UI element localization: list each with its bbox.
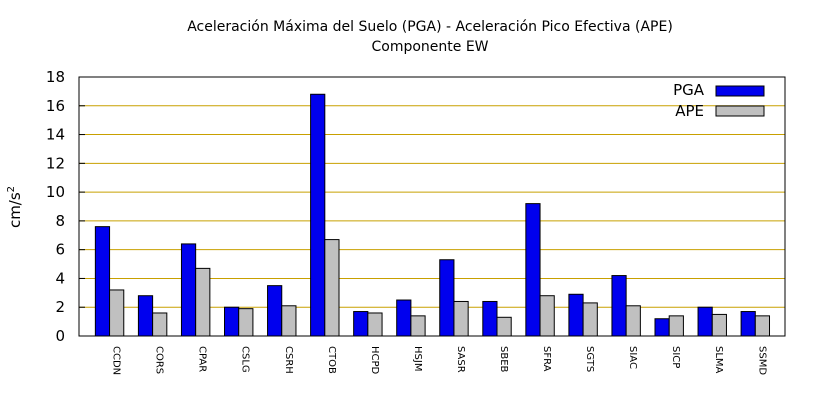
y-tick-label: 6: [55, 241, 65, 259]
x-tick-label: CPAR: [197, 346, 208, 372]
y-tick-label: 16: [46, 97, 65, 115]
bar-pga-sfra: [525, 203, 541, 337]
bar-ape-siac: [625, 305, 641, 337]
bar-ape-cslg: [238, 308, 254, 337]
y-tick-labels: 0 2 4 6 8 10 12 14 16 18: [46, 68, 65, 345]
x-tick-label: CTOB: [326, 346, 337, 374]
bar-pga-sicp: [654, 318, 670, 337]
plot-frame: [78, 76, 786, 337]
y-tick-label: 2: [55, 298, 65, 316]
y-tick-label: 0: [55, 327, 65, 345]
chart-title-line1: Aceleración Máxima del Suelo (PGA) - Ace…: [187, 19, 673, 35]
y-tick-label: 18: [46, 68, 65, 86]
axes: [78, 76, 786, 337]
x-tick-label: HSJM: [412, 346, 423, 371]
bar-pga-hsjm: [396, 299, 412, 337]
y-tick-label: 12: [46, 154, 65, 172]
x-tick-label: SGTS: [584, 346, 595, 372]
x-tick-label: CORS: [154, 346, 165, 374]
bar-ape-ssmd: [754, 315, 771, 337]
legend: PGA APE: [673, 81, 765, 120]
bar-ape-slma: [711, 313, 727, 337]
y-tick-label: 8: [55, 212, 65, 230]
y-axis-label-exponent: 2: [6, 186, 17, 192]
bar-ape-cors: [152, 312, 168, 337]
legend-swatch-pga: [715, 85, 765, 97]
bar-ape-csrh: [281, 305, 297, 337]
bar-ape-hcpd: [367, 312, 383, 337]
bar-pga-sgts: [568, 293, 584, 337]
x-tick-label: CCDN: [111, 346, 122, 375]
bar-pga-sbeb: [482, 300, 498, 337]
bar-ape-sasr: [453, 300, 469, 337]
bar-ape-cpar: [195, 267, 211, 337]
y-tick-label: 14: [46, 126, 65, 144]
bar-pga-ctob: [310, 93, 326, 337]
x-tick-label: HCPD: [369, 346, 380, 375]
x-tick-label: SIAC: [627, 346, 638, 369]
x-tick-label: CSRH: [283, 346, 294, 374]
legend-label-pga: PGA: [673, 81, 705, 99]
bar-pga-siac: [611, 275, 627, 337]
bar-pga-cslg: [224, 306, 240, 337]
bar-pga-cpar: [180, 243, 197, 337]
bar-ape-ccdn: [109, 289, 125, 337]
bar-ape-hsjm: [410, 315, 426, 337]
bar-ape-ctob: [324, 239, 340, 337]
bar-ape-sgts: [582, 302, 598, 337]
bar-pga-csrh: [267, 285, 283, 337]
bars: [94, 93, 771, 337]
legend-swatch-ape: [715, 105, 765, 117]
legend-label-ape: APE: [675, 102, 704, 120]
x-tick-label: SFRA: [541, 346, 552, 372]
bar-pga-ccdn: [94, 226, 111, 337]
x-tick-label: SASR: [455, 346, 466, 373]
bar-ape-sfra: [539, 295, 555, 337]
bar-ape-sbeb: [496, 316, 512, 337]
x-tick-label: SICP: [670, 346, 681, 368]
y-axis-label: cm/s2: [6, 186, 24, 228]
bar-pga-slma: [697, 306, 713, 337]
chart-title-line2: Componente EW: [371, 39, 488, 55]
x-tick-label: SSMD: [756, 346, 767, 375]
x-tick-labels: CCDN CORS CPAR CSLG CSRH CTOB HCPD HSJM SASR SBEB…: [111, 346, 768, 375]
bar-pga-cors: [137, 295, 154, 337]
bar-pga-hcpd: [353, 311, 369, 337]
x-tick-label: SLMA: [713, 346, 724, 374]
y-tick-label: 4: [55, 269, 65, 287]
bar-pga-ssmd: [740, 311, 756, 337]
bar-ape-sicp: [668, 315, 684, 337]
x-tick-label: SBEB: [498, 346, 509, 373]
y-tick-label: 10: [46, 183, 65, 201]
bar-pga-sasr: [439, 259, 455, 337]
x-tick-label: CSLG: [240, 346, 251, 373]
y-axis-label-base: cm/s: [6, 192, 24, 228]
